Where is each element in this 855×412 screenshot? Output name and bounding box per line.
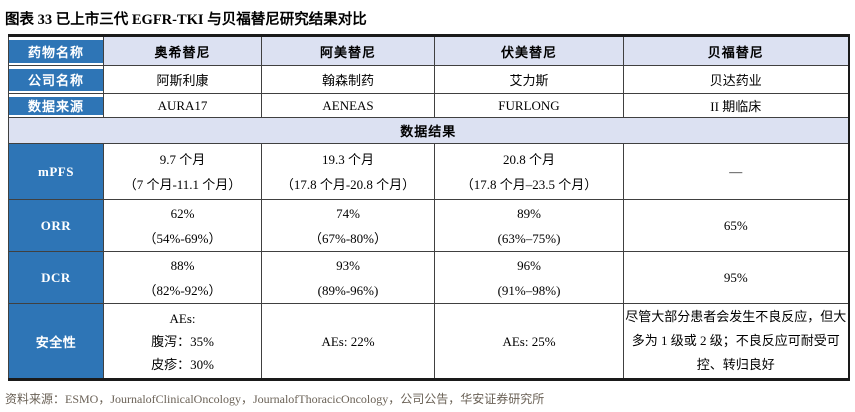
cell-mpfs-3: 20.8 个月 （17.8 个月–23.5 个月） (434, 143, 624, 200)
cell-safety-1: AEs: 腹泻：35% 皮疹：30% (103, 303, 262, 380)
cell-safety-3: AEs: 25% (434, 303, 624, 380)
cell-company-3: 艾力斯 (434, 65, 624, 94)
source-note: 资料来源：ESMO，JournalofClinicalOncology，Jour… (5, 392, 545, 406)
cell-dcr-1: 88% （82%-92%） (103, 251, 262, 304)
figure-title: 图表 33 已上市三代 EGFR-TKI 与贝福替尼研究结果对比 (5, 12, 367, 28)
row-label-safety: 安全性 (8, 303, 104, 380)
cell-company-1: 阿斯利康 (103, 65, 262, 94)
cell-orr-3: 89% (63%–75%) (434, 199, 624, 252)
cell-dcr-2: 93% (89%-96%) (261, 251, 435, 304)
cell-source-2: AENEAS (261, 93, 435, 118)
row-label-dcr: DCR (8, 251, 104, 304)
cell-drug-befotertinib: 贝福替尼 (623, 35, 849, 66)
cell-orr-2: 74% （67%-80%） (261, 199, 435, 252)
table-row-safety: 安全性 AEs: 腹泻：35% 皮疹：30% AEs: 22% AEs: 25%… (8, 303, 849, 380)
cell-orr-1: 62% （54%-69%） (103, 199, 262, 252)
row-label-pill: 药物名称 (9, 39, 103, 63)
cell-source-3: FURLONG (434, 93, 624, 118)
cell-source-4: II 期临床 (623, 93, 849, 118)
cell-source-1: AURA17 (103, 93, 262, 118)
table-row-mpfs: mPFS 9.7 个月 （7 个月-11.1 个月） 19.3 个月 （17.8… (8, 143, 849, 200)
cell-drug-aumolertinib: 阿美替尼 (261, 35, 435, 66)
cell-mpfs-2: 19.3 个月 （17.8 个月-20.8 个月） (261, 143, 435, 200)
row-label-data-source: 数据来源 (8, 93, 104, 118)
table-row-dcr: DCR 88% （82%-92%） 93% (89%-96%) 96% (91%… (8, 251, 849, 304)
section-header-results: 数据结果 (8, 117, 849, 144)
table-row-data-source: 数据来源 AURA17 AENEAS FURLONG II 期临床 (8, 93, 849, 118)
cell-orr-4: 65% (623, 199, 849, 252)
cell-dcr-4: 95% (623, 251, 849, 304)
row-label-pill: 数据来源 (9, 96, 103, 115)
cell-safety-2: AEs: 22% (261, 303, 435, 380)
row-label-pill: 公司名称 (9, 68, 103, 91)
table-row-orr: ORR 62% （54%-69%） 74% （67%-80%） 89% (63%… (8, 199, 849, 252)
table-row-drug-name: 药物名称 奥希替尼 阿美替尼 伏美替尼 贝福替尼 (8, 35, 849, 66)
row-label-company: 公司名称 (8, 65, 104, 94)
table-row-section-header: 数据结果 (8, 117, 849, 144)
cell-mpfs-4: — (623, 143, 849, 200)
cell-dcr-3: 96% (91%–98%) (434, 251, 624, 304)
cell-drug-furmonertinib: 伏美替尼 (434, 35, 624, 66)
cell-drug-osimertinib: 奥希替尼 (103, 35, 262, 66)
cell-company-4: 贝达药业 (623, 65, 849, 94)
row-label-drug-name: 药物名称 (8, 35, 104, 66)
cell-mpfs-1: 9.7 个月 （7 个月-11.1 个月） (103, 143, 262, 200)
table-row-company: 公司名称 阿斯利康 翰森制药 艾力斯 贝达药业 (8, 65, 849, 94)
egfr-tki-comparison-table: 药物名称 奥希替尼 阿美替尼 伏美替尼 贝福替尼 公司名称 阿斯利康 翰森制药 … (8, 34, 850, 381)
row-label-mpfs: mPFS (8, 143, 104, 200)
row-label-orr: ORR (8, 199, 104, 252)
cell-company-2: 翰森制药 (261, 65, 435, 94)
cell-safety-4: 尽管大部分患者会发生不良反应，但大多为 1 级或 2 级；不良反应可耐受可控、转… (623, 303, 849, 380)
